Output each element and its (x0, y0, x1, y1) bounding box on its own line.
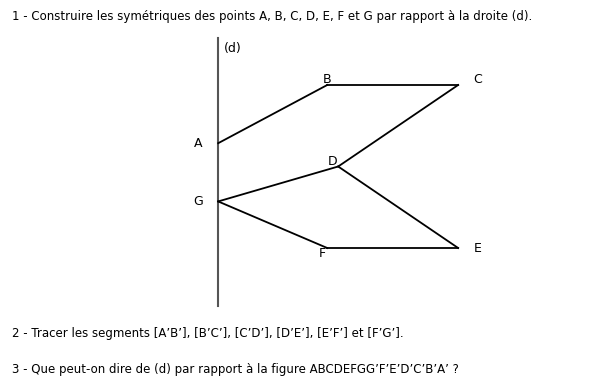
Text: C: C (473, 73, 482, 86)
Text: 3 - Que peut-on dire de (d) par rapport à la figure ABCDEFGG’F’E’D’C’B’A’ ?: 3 - Que peut-on dire de (d) par rapport … (12, 363, 459, 376)
Text: F: F (318, 247, 325, 261)
Text: G: G (194, 195, 203, 208)
Text: 2 - Tracer les segments [A’B’], [B’C’], [C’D’], [D’E’], [E’F’] et [F’G’].: 2 - Tracer les segments [A’B’], [B’C’], … (12, 327, 404, 340)
Text: B: B (323, 73, 332, 86)
Text: (d): (d) (224, 42, 241, 55)
Text: A: A (194, 137, 203, 150)
Text: E: E (474, 241, 482, 254)
Text: D: D (328, 155, 338, 168)
Text: 1 - Construire les symétriques des points A, B, C, D, E, F et G par rapport à la: 1 - Construire les symétriques des point… (12, 10, 532, 23)
